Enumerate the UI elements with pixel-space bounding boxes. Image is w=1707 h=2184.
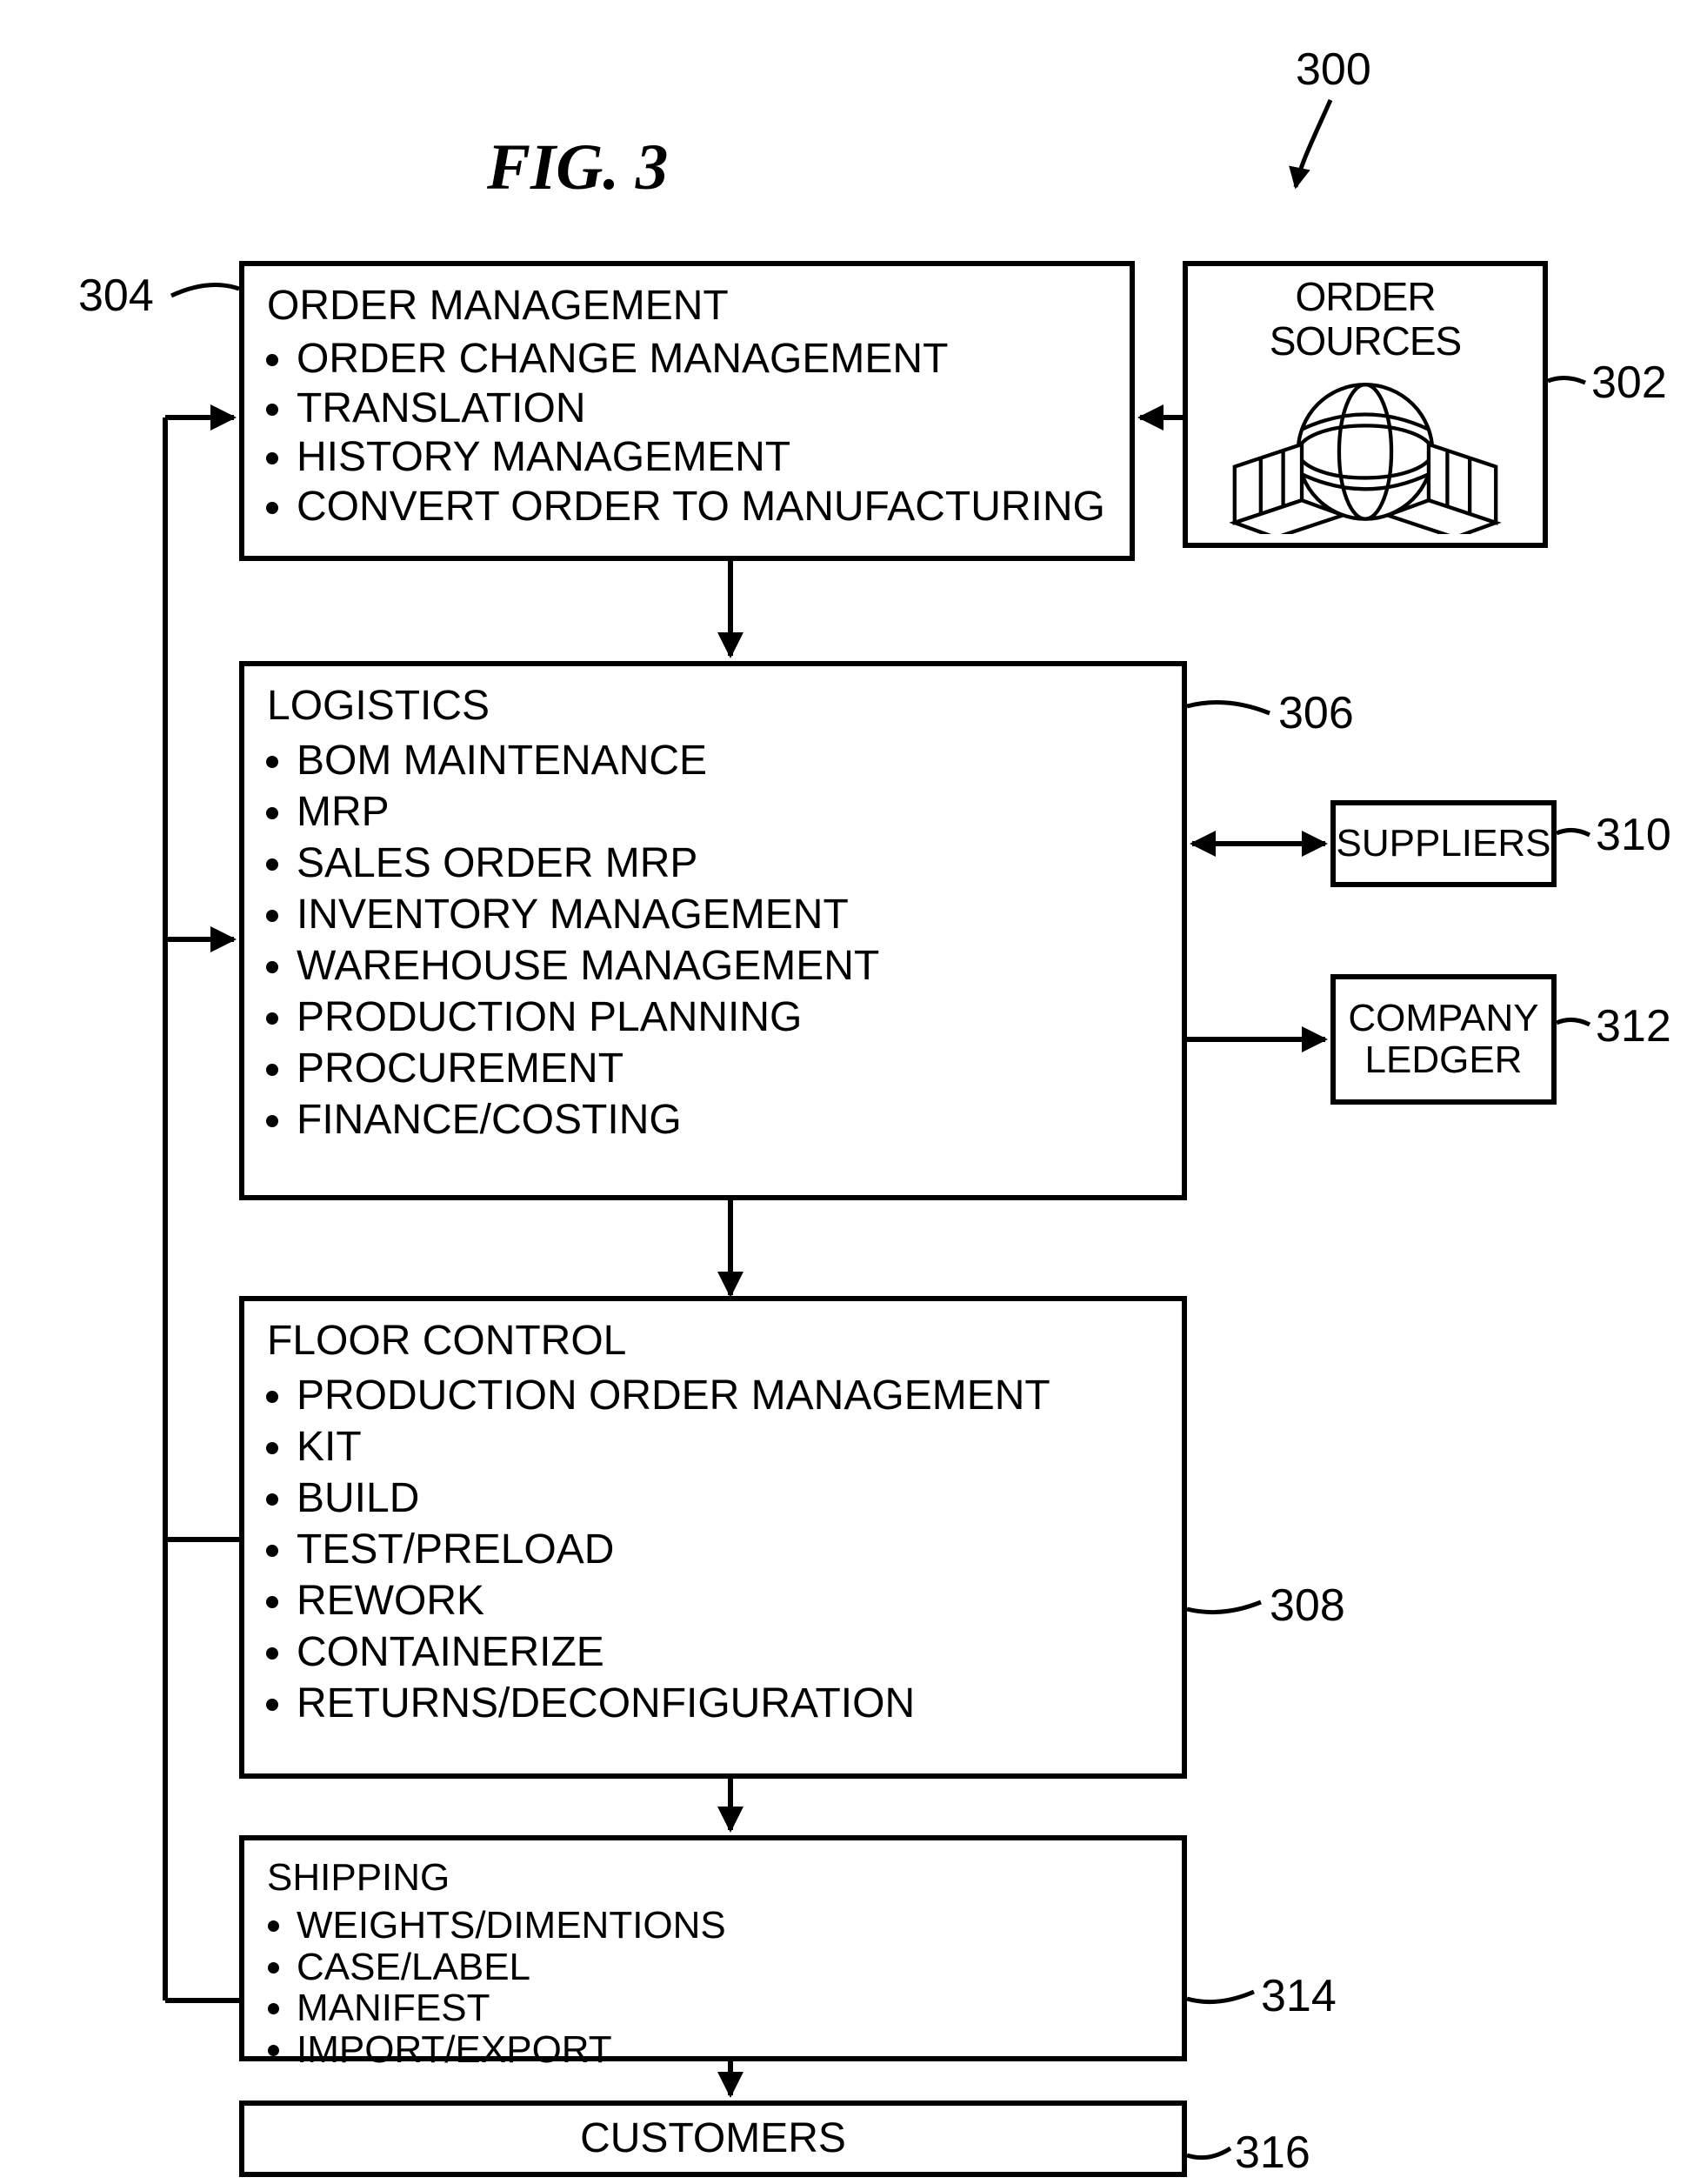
leader-310 [1557, 830, 1590, 835]
bullet: WEIGHTS/DIMENTIONS [297, 1905, 1159, 1947]
node-order-sources: ORDER SOURCES [1183, 261, 1548, 548]
node-order-management: ORDER MANAGEMENT ORDER CHANGE MANAGEMENT… [239, 261, 1135, 561]
bullet: ORDER CHANGE MANAGEMENT [297, 335, 1107, 384]
ref-302: 302 [1591, 357, 1667, 409]
node-logistics-title: LOGISTICS [267, 682, 1159, 730]
node-shipping: SHIPPING WEIGHTS/DIMENTIONS CASE/LABEL M… [239, 1835, 1187, 2061]
bullet: REWORK [297, 1575, 1159, 1626]
bullet: IMPORT/EXPORT [297, 2029, 1159, 2071]
leader-304 [171, 285, 239, 297]
leader-302 [1548, 377, 1585, 383]
bullet: PRODUCTION ORDER MANAGEMENT [297, 1370, 1159, 1421]
bullet: TEST/PRELOAD [297, 1524, 1159, 1575]
leader-308 [1187, 1602, 1261, 1613]
bullet: BUILD [297, 1473, 1159, 1524]
bullet: SALES ORDER MRP [297, 838, 1159, 889]
bullet: HISTORY MANAGEMENT [297, 433, 1107, 483]
globe-laptops-icon [1209, 370, 1522, 534]
leader-300 [1296, 100, 1330, 187]
node-company-ledger-line2: LEDGER [1365, 1039, 1523, 1081]
leader-316 [1187, 2148, 1230, 2158]
bullet: CASE/LABEL [297, 1947, 1159, 1988]
leader-314 [1187, 1992, 1254, 2002]
node-order-sources-title: ORDER SOURCES [1197, 275, 1534, 363]
bullet: KIT [297, 1421, 1159, 1473]
bullet: TRANSLATION [297, 384, 1107, 434]
leader-312 [1557, 1019, 1590, 1025]
leader-306 [1187, 703, 1270, 714]
node-floor-control: FLOOR CONTROL PRODUCTION ORDER MANAGEMEN… [239, 1296, 1187, 1779]
ref-312: 312 [1596, 1000, 1671, 1052]
node-customers-title: CUSTOMERS [580, 2116, 846, 2162]
ref-308: 308 [1270, 1580, 1345, 1632]
node-company-ledger-line1: COMPANY [1348, 998, 1538, 1039]
ref-310: 310 [1596, 809, 1671, 861]
node-company-ledger: COMPANY LEDGER [1330, 974, 1557, 1105]
bullet: CONTAINERIZE [297, 1626, 1159, 1678]
bullet: RETURNS/DECONFIGURATION [297, 1678, 1159, 1729]
node-logistics: LOGISTICS BOM MAINTENANCE MRP SALES ORDE… [239, 661, 1187, 1200]
ref-314: 314 [1261, 1970, 1337, 2022]
bullet: WAREHOUSE MANAGEMENT [297, 940, 1159, 992]
bullet: PRODUCTION PLANNING [297, 992, 1159, 1043]
bullet: FINANCE/COSTING [297, 1094, 1159, 1145]
node-suppliers-title: SUPPLIERS [1337, 823, 1551, 865]
ref-304: 304 [78, 270, 154, 322]
bullet: CONVERT ORDER TO MANUFACTURING [297, 483, 1107, 532]
node-customers-visible: CUSTOMERS [239, 2101, 1187, 2177]
bullet: MANIFEST [297, 1987, 1159, 2029]
ref-316: 316 [1235, 2127, 1310, 2179]
ref-300: 300 [1296, 43, 1371, 96]
figure-title: FIG. 3 [487, 130, 668, 205]
bullet: INVENTORY MANAGEMENT [297, 889, 1159, 940]
bullet: BOM MAINTENANCE [297, 735, 1159, 786]
node-shipping-title: SHIPPING [267, 1856, 1159, 1900]
ref-306: 306 [1278, 687, 1354, 739]
node-suppliers: SUPPLIERS [1330, 800, 1557, 887]
bullet: MRP [297, 786, 1159, 838]
node-order-management-title: ORDER MANAGEMENT [267, 282, 1107, 330]
bullet: PROCUREMENT [297, 1043, 1159, 1094]
node-floor-control-title: FLOOR CONTROL [267, 1317, 1159, 1365]
